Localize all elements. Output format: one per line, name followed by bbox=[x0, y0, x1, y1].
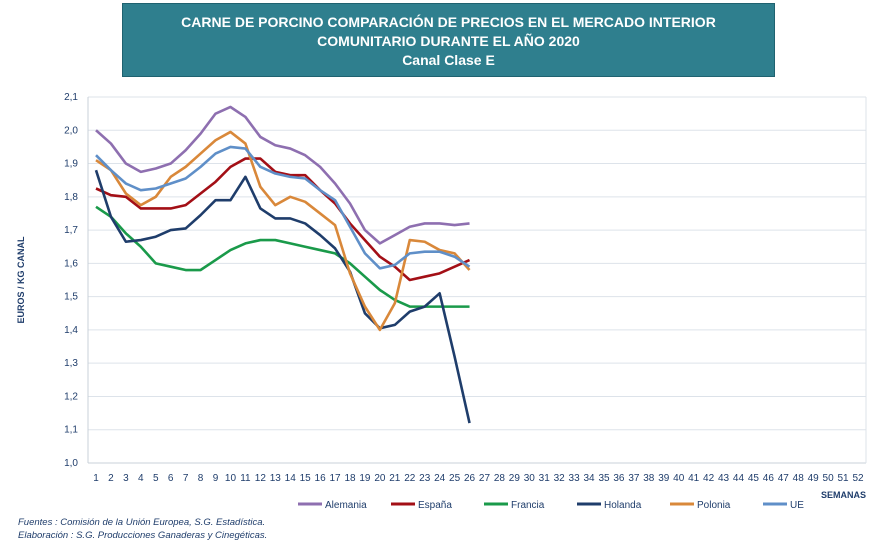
x-tick-label: 7 bbox=[183, 473, 189, 484]
chart-subtitle: Canal Clase E bbox=[402, 52, 495, 68]
x-tick-label: 38 bbox=[643, 473, 655, 484]
x-tick-label: 42 bbox=[703, 473, 715, 484]
x-tick-label: 21 bbox=[389, 473, 401, 484]
x-tick-label: 12 bbox=[255, 473, 267, 484]
line-chart: 1,01,11,21,31,41,51,61,71,81,92,02,11 2 3 4… bbox=[16, 92, 867, 511]
x-tick-label: 27 bbox=[479, 473, 491, 484]
x-tick-label: 50 bbox=[823, 473, 835, 484]
legend-label: Alemania bbox=[325, 500, 367, 511]
y-tick-label: 1,8 bbox=[64, 192, 78, 203]
x-tick-label: 8 bbox=[198, 473, 204, 484]
x-tick-label: 11 bbox=[240, 473, 251, 484]
y-axis-label: EUROS / KG CANAL bbox=[16, 236, 26, 324]
series-line-alemania bbox=[95, 105, 470, 245]
footer-elaboration: Elaboración : S.G. Producciones Ganadera… bbox=[18, 530, 268, 541]
footer-sources: Fuentes : Comisión de la Unión Europea, … bbox=[18, 517, 266, 528]
y-tick-label: 1,1 bbox=[64, 425, 78, 436]
chart-title-line-1: CARNE DE PORCINO COMPARACIÓN DE PRECIOS … bbox=[181, 14, 716, 30]
series-line-españa bbox=[95, 157, 471, 282]
y-tick-label: 2,1 bbox=[64, 92, 78, 103]
x-tick-label: 49 bbox=[808, 473, 820, 484]
x-tick-label: 45 bbox=[748, 473, 760, 484]
chart-title-line-2: COMUNITARIO DURANTE EL AÑO 2020 bbox=[317, 33, 580, 49]
y-tick-label: 1,3 bbox=[64, 358, 78, 369]
legend-label: España bbox=[418, 500, 452, 511]
series-line-ue bbox=[95, 145, 471, 270]
x-tick-label: 52 bbox=[852, 473, 864, 484]
x-tick-label: 2 bbox=[108, 473, 114, 484]
x-tick-label: 3 bbox=[123, 473, 129, 484]
y-tick-label: 1,0 bbox=[64, 458, 78, 469]
x-tick-label: 6 bbox=[168, 473, 174, 484]
x-tick-label: 9 bbox=[213, 473, 219, 484]
x-tick-label: 32 bbox=[554, 473, 566, 484]
y-tick-label: 1,7 bbox=[64, 225, 78, 236]
x-tick-label: 37 bbox=[628, 473, 640, 484]
x-tick-label: 18 bbox=[344, 473, 356, 484]
y-tick-label: 1,9 bbox=[64, 159, 78, 170]
x-tick-label: 33 bbox=[569, 473, 581, 484]
x-tick-label: 28 bbox=[494, 473, 506, 484]
x-tick-label: 44 bbox=[733, 473, 745, 484]
x-tick-label: 43 bbox=[718, 473, 730, 484]
x-tick-label: 34 bbox=[583, 473, 595, 484]
x-tick-label: 46 bbox=[763, 473, 775, 484]
x-tick-label: 23 bbox=[419, 473, 431, 484]
x-tick-label: 4 bbox=[138, 473, 144, 484]
series-line-polonia bbox=[95, 130, 471, 332]
x-tick-label: 35 bbox=[598, 473, 610, 484]
chart-title-box: CARNE DE PORCINO COMPARACIÓN DE PRECIOS … bbox=[122, 3, 775, 77]
x-tick-label: 24 bbox=[434, 473, 446, 484]
x-tick-label: 30 bbox=[524, 473, 536, 484]
x-tick-label: 25 bbox=[449, 473, 461, 484]
y-tick-label: 1,2 bbox=[64, 391, 78, 402]
x-tick-label: 16 bbox=[315, 473, 327, 484]
x-tick-label: 41 bbox=[688, 473, 700, 484]
x-tick-label: 22 bbox=[404, 473, 416, 484]
x-tick-label: 10 bbox=[225, 473, 237, 484]
x-tick-label: 51 bbox=[837, 473, 849, 484]
x-tick-label: 40 bbox=[673, 473, 685, 484]
legend-label: Francia bbox=[511, 500, 545, 511]
legend-label: Polonia bbox=[697, 500, 731, 511]
x-tick-label: 47 bbox=[778, 473, 790, 484]
x-tick-label: 29 bbox=[509, 473, 521, 484]
y-tick-label: 2,0 bbox=[64, 125, 78, 136]
x-tick-label: 26 bbox=[464, 473, 476, 484]
x-tick-label: 48 bbox=[793, 473, 805, 484]
x-tick-label: 17 bbox=[329, 473, 341, 484]
series-line-francia bbox=[95, 205, 470, 308]
x-tick-label: 31 bbox=[539, 473, 551, 484]
x-tick-label: 5 bbox=[153, 473, 159, 484]
y-tick-label: 1,6 bbox=[64, 258, 78, 269]
x-tick-label: 36 bbox=[613, 473, 625, 484]
legend-label: UE bbox=[790, 500, 804, 511]
x-tick-label: 20 bbox=[374, 473, 386, 484]
legend-label: Holanda bbox=[604, 500, 642, 511]
y-tick-label: 1,4 bbox=[64, 325, 78, 336]
x-tick-label: 15 bbox=[300, 473, 312, 484]
x-tick-label: 39 bbox=[658, 473, 670, 484]
x-tick-label: 13 bbox=[270, 473, 282, 484]
x-tick-label: 1 bbox=[93, 473, 99, 484]
x-axis-label: SEMANAS bbox=[821, 490, 866, 500]
x-tick-label: 19 bbox=[359, 473, 371, 484]
series-line-holanda bbox=[94, 169, 471, 424]
x-tick-label: 14 bbox=[285, 473, 297, 484]
y-tick-label: 1,5 bbox=[64, 292, 78, 303]
